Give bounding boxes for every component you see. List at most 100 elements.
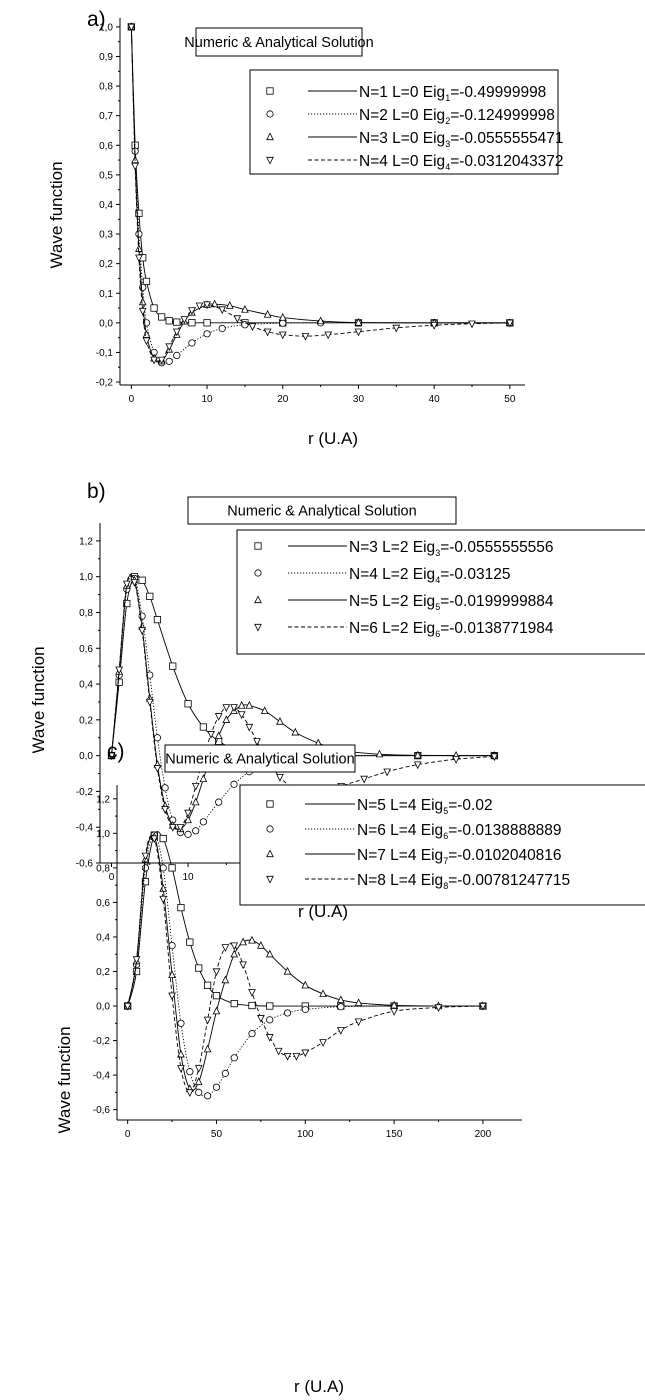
marker-triangle-down [107, 752, 116, 761]
series-3 [127, 22, 514, 365]
legend-name: N=5 L=4 Eig [357, 797, 443, 814]
marker-triangle-up [214, 731, 223, 740]
y-tick-label: 0,0 [79, 751, 93, 762]
y-tick-label: 0,3 [99, 230, 113, 241]
legend-entry-4: N=4 L=0 Eig4=-0.0312043372 [266, 153, 564, 172]
marker-square [254, 542, 262, 550]
x-tick-label: 0 [125, 1129, 131, 1140]
marker-triangle-down [185, 1089, 194, 1097]
legend-label: N=2 L=0 Eig2=-0.124999998 [359, 107, 555, 126]
legend-box [239, 784, 645, 906]
x-tick-label: 20 [277, 394, 289, 405]
x-tick-label: 10 [201, 394, 213, 405]
x-tick-label: 0 [129, 394, 135, 405]
y-axis-label: Wave function [47, 161, 66, 268]
marker-triangle-down [203, 1016, 212, 1025]
y-tick-label: 0,4 [96, 932, 110, 943]
marker-circle [184, 830, 192, 838]
marker-triangle-up [301, 980, 310, 989]
marker-triangle-down [157, 356, 166, 365]
marker-triangle-down [479, 1002, 487, 1011]
chart-title: Numeric & Analytical Solution [165, 752, 354, 768]
y-axis-label: Wave function [55, 1026, 74, 1133]
legend-entry-3: N=5 L=2 Eig5=-0.0199999884 [254, 593, 554, 612]
marker-square [230, 1000, 238, 1008]
marker-triangle-up [184, 815, 192, 824]
marker-triangle-up [212, 1006, 221, 1015]
marker-triangle-down [292, 1053, 301, 1061]
marker-triangle-down [138, 627, 146, 635]
marker-triangle-up [239, 937, 247, 946]
marker-triangle-down [468, 320, 476, 329]
marker-circle [199, 818, 207, 826]
marker-triangle-down [301, 1049, 310, 1058]
y-tick-label: 0,6 [99, 141, 113, 152]
marker-circle [230, 780, 238, 788]
series-line [127, 831, 483, 1007]
marker-square [169, 662, 177, 670]
marker-triangle-up [191, 797, 200, 806]
legend-entry-4: N=8 L=4 Eig8=-0.00781247715 [266, 872, 570, 891]
marker-triangle-up [336, 995, 345, 1004]
x-tick-label: 10 [183, 872, 195, 883]
marker-triangle-down [138, 307, 147, 316]
legend-eig-value: =-0.124999998 [450, 107, 555, 124]
legend-name: N=5 L=2 Eig [349, 593, 435, 610]
legend-name: N=3 L=0 Eig [359, 130, 445, 147]
x-tick-label: 200 [475, 1129, 492, 1140]
legend-eig-value: =-0.0312043372 [450, 153, 563, 170]
marker-circle [283, 1009, 292, 1017]
legend-label: N=5 L=2 Eig5=-0.0199999884 [349, 593, 554, 612]
y-tick-label: 0,9 [99, 52, 113, 63]
y-axis-label: Wave function [29, 646, 48, 753]
legend-eig-value: =-0.03125 [440, 566, 510, 583]
legend-eig-value: =-0.02 [448, 797, 492, 814]
marker-triangle-up [354, 317, 363, 326]
legend-sub: 3 [435, 548, 440, 558]
marker-triangle-up [230, 949, 239, 958]
marker-circle [203, 330, 211, 338]
marker-square [138, 576, 146, 584]
marker-triangle-down [390, 1008, 398, 1016]
y-tick-label: 0,4 [79, 680, 93, 691]
y-tick-label: -0,6 [93, 1105, 111, 1116]
marker-circle [173, 351, 181, 360]
marker-square [173, 318, 181, 326]
marker-triangle-down [265, 1034, 274, 1042]
marker-circle [337, 1003, 345, 1011]
marker-triangle-up [390, 1000, 398, 1009]
marker-triangle-down [191, 782, 200, 791]
marker-square [186, 938, 194, 946]
marker-triangle-down [283, 1053, 292, 1061]
marker-circle [203, 1092, 212, 1100]
marker-circle [218, 324, 226, 333]
x-axis-label: r (U.A) [308, 429, 358, 448]
marker-triangle-up [263, 309, 272, 318]
marker-triangle-up [138, 297, 147, 306]
marker-triangle-down [452, 756, 460, 764]
marker-triangle-down [254, 623, 262, 632]
marker-triangle-up [142, 330, 151, 338]
marker-triangle-up [199, 774, 208, 782]
marker-triangle-down [301, 333, 310, 341]
marker-square [195, 964, 203, 972]
marker-triangle-down [141, 852, 150, 861]
legend-sub: 7 [443, 856, 448, 866]
marker-triangle-down [165, 343, 174, 352]
marker-triangle-down [266, 875, 274, 884]
legend-label: N=8 L=4 Eig8=-0.00781247715 [357, 872, 570, 891]
marker-triangle-up [291, 727, 300, 736]
marker-circle [215, 798, 223, 806]
y-tick-label: 0,0 [99, 318, 113, 329]
legend-eig-value: =-0.0138771984 [440, 620, 554, 637]
legend-entry-2: N=4 L=2 Eig4=-0.03125 [254, 566, 510, 585]
legend-sub: 6 [435, 629, 440, 639]
panel-label: c) [107, 740, 125, 763]
marker-square [203, 981, 212, 989]
y-tick-label: 0,5 [99, 170, 113, 181]
legend-entry-3: N=7 L=4 Eig7=-0.0102040816 [266, 847, 562, 866]
y-tick-label: 1,0 [99, 22, 113, 33]
legend-label: N=1 L=0 Eig1=-0.49999998 [359, 84, 546, 103]
marker-square [159, 834, 167, 843]
y-tick-label: 0,8 [99, 82, 113, 93]
